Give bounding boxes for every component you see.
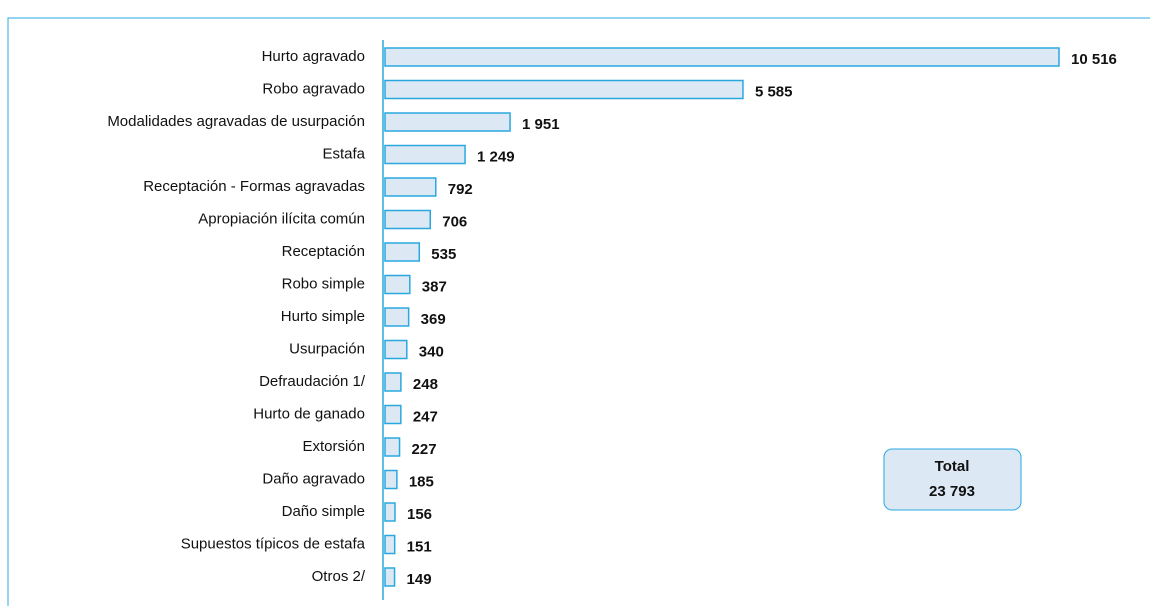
- category-label: Usurpación: [289, 340, 365, 357]
- bar: [384, 242, 421, 262]
- bar: [384, 339, 408, 360]
- bar: [384, 177, 437, 197]
- bar: [384, 79, 744, 100]
- category-label: Daño simple: [282, 503, 365, 520]
- bar: [384, 534, 396, 555]
- category-label: Robo agravado: [262, 80, 365, 97]
- value-label: 185: [409, 473, 434, 490]
- bar: [384, 209, 431, 230]
- category-label: Receptación - Formas agravadas: [143, 178, 365, 195]
- value-label: 369: [421, 311, 446, 328]
- total-value: 23 793: [929, 483, 975, 500]
- bar: [384, 567, 396, 587]
- total-box: [883, 448, 1022, 511]
- bar: [384, 372, 402, 392]
- bar: [384, 502, 396, 522]
- value-label: 248: [413, 376, 438, 393]
- category-label: Estafa: [322, 145, 365, 162]
- value-label: 1 249: [477, 148, 515, 165]
- bar: [384, 404, 402, 425]
- value-label: 10 516: [1071, 51, 1117, 68]
- value-label: 149: [407, 571, 432, 588]
- bar: [384, 112, 511, 132]
- total-label: Total: [935, 458, 970, 475]
- category-label: Hurto agravado: [262, 48, 365, 65]
- value-label: 387: [422, 278, 447, 295]
- value-label: 151: [407, 538, 432, 555]
- category-label: Defraudación 1/: [259, 373, 366, 390]
- category-label: Robo simple: [282, 275, 365, 292]
- category-label: Modalidades agravadas de usurpación: [107, 113, 365, 130]
- value-label: 1 951: [522, 116, 560, 133]
- bar: [384, 144, 466, 165]
- bar: [384, 47, 1060, 67]
- category-label: Daño agravado: [262, 470, 365, 487]
- value-label: 5 585: [755, 83, 793, 100]
- bar: [384, 437, 401, 457]
- frame: [7, 17, 1150, 606]
- value-label: 247: [413, 408, 438, 425]
- value-label: 227: [412, 441, 437, 458]
- value-label: 706: [442, 213, 467, 230]
- category-label: Hurto de ganado: [253, 405, 365, 422]
- value-label: 792: [448, 181, 473, 198]
- value-label: 340: [419, 343, 444, 360]
- category-label: Apropiación ilícita común: [198, 210, 365, 227]
- category-label: Supuestos típicos de estafa: [181, 535, 366, 552]
- bar: [384, 469, 398, 490]
- category-label: Hurto simple: [281, 308, 365, 325]
- value-label: 535: [431, 246, 456, 263]
- bar: [384, 274, 411, 295]
- category-label: Extorsión: [302, 438, 365, 455]
- value-label: 156: [407, 506, 432, 523]
- category-label: Otros 2/: [312, 568, 366, 585]
- bar: [384, 307, 410, 327]
- category-label: Receptación: [282, 243, 365, 260]
